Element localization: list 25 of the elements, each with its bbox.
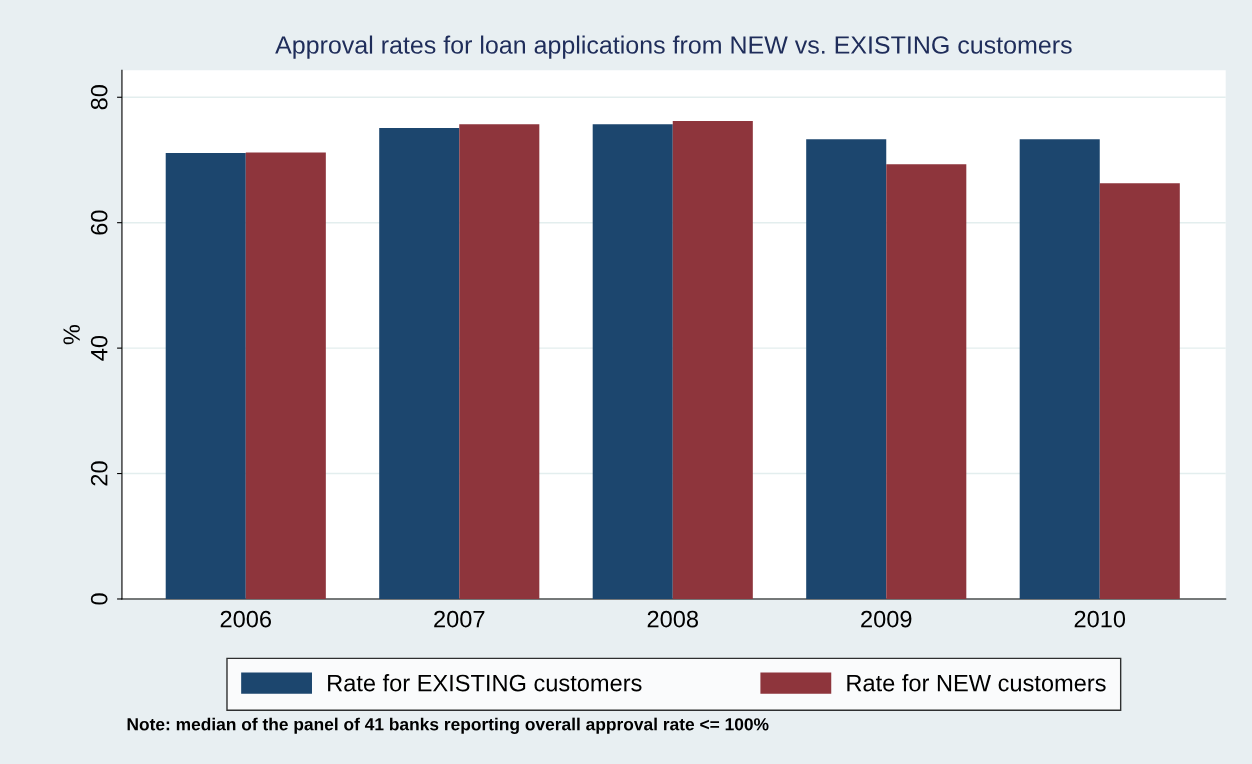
y-tick-label: 20	[90, 461, 108, 486]
bar	[1099, 183, 1180, 599]
x-tick-label: 2009	[861, 610, 912, 628]
y-axis-title: %	[63, 324, 80, 345]
y-tick-label: 60	[90, 210, 108, 235]
legend-label: Rate for NEW customers	[847, 674, 1106, 692]
y-tick-label: 80	[90, 85, 108, 110]
bar	[245, 152, 326, 599]
x-tick-label: 2010	[1074, 610, 1126, 628]
bar	[592, 124, 673, 599]
bar	[672, 121, 753, 599]
x-tick-label: 2006	[220, 610, 271, 628]
bar	[806, 139, 887, 599]
x-tick-label: 2007	[434, 610, 485, 628]
y-tick-label: 0	[90, 593, 108, 605]
legend-label: Rate for EXISTING customers	[328, 674, 642, 692]
bar	[165, 153, 246, 599]
bar	[1019, 139, 1100, 599]
chart-title: Approval rates for loan applications from NEW vs. EXISTING customers	[275, 35, 1072, 59]
bar	[379, 127, 460, 599]
text: Note: median of the panel of 41 banks reporting overall approval rate <= 100%	[127, 717, 769, 734]
bar	[886, 164, 967, 599]
x-tick-label: 2008	[647, 610, 698, 628]
y-tick-label: 40	[90, 335, 108, 361]
bar	[459, 124, 540, 599]
